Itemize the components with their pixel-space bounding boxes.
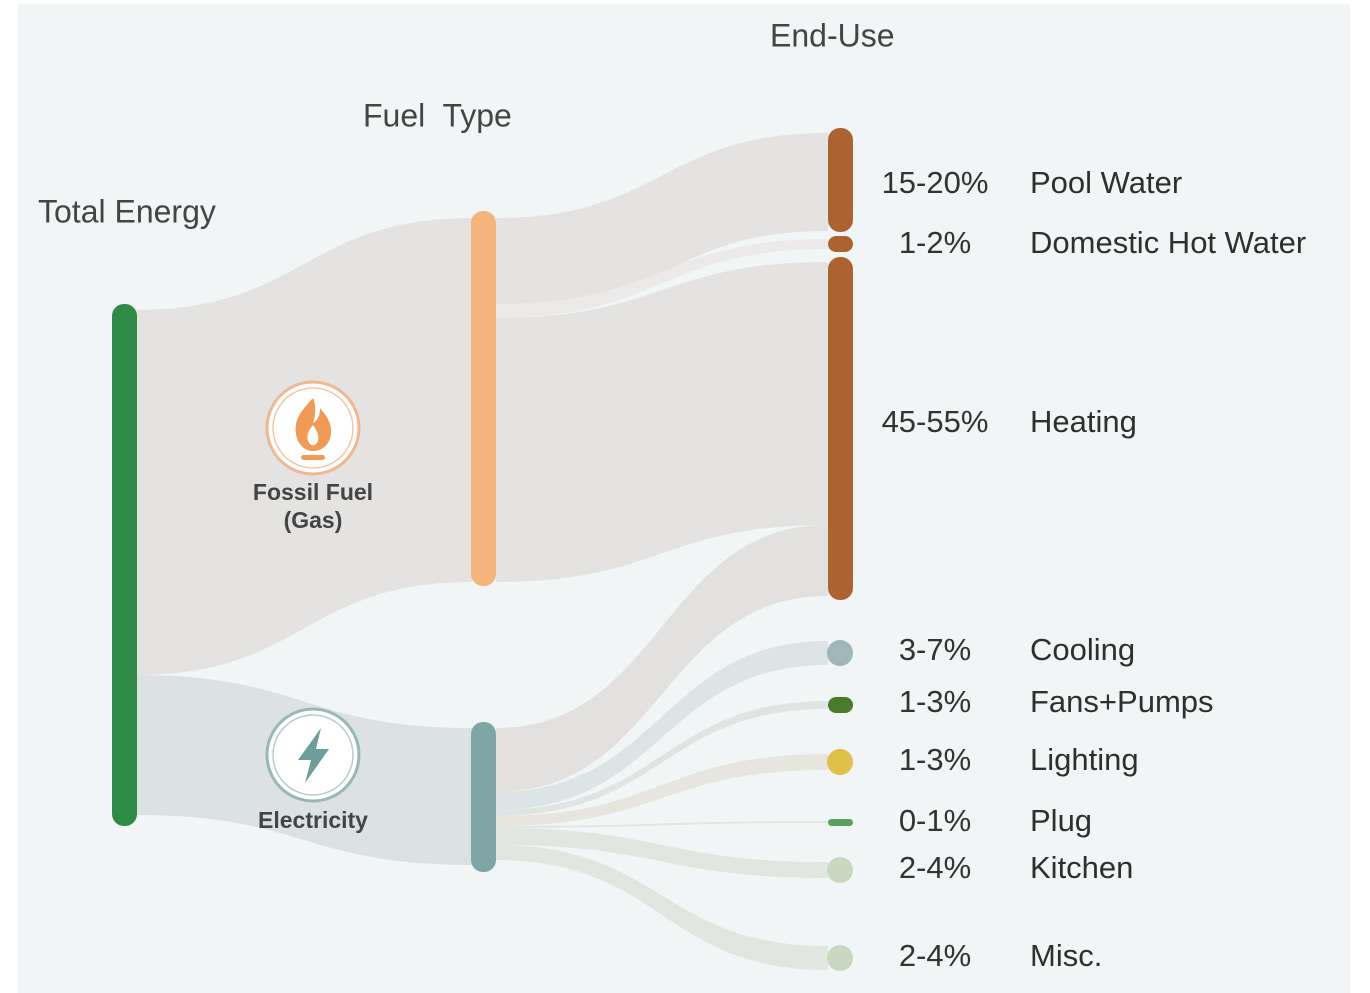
node-misc — [827, 945, 853, 971]
end-use-label: Plug — [1030, 803, 1092, 838]
end-use-label: Heating — [1030, 404, 1137, 439]
share-label: 45-55% — [882, 404, 989, 439]
link — [496, 641, 828, 810]
share-label: 15-20% — [882, 165, 989, 200]
nodes — [112, 128, 853, 971]
end-use-label: Lighting — [1030, 742, 1139, 777]
source-label: Electricity — [258, 807, 368, 833]
node-lighting — [827, 749, 853, 775]
source-label: (Gas) — [284, 507, 343, 533]
source-label: Fossil Fuel — [253, 479, 373, 505]
link — [496, 262, 828, 582]
share-label: 2-4% — [899, 850, 971, 885]
link — [496, 133, 828, 316]
end-use-label: Cooling — [1030, 632, 1135, 667]
link — [496, 821, 828, 828]
node-gas — [471, 211, 496, 586]
node-fans — [828, 697, 853, 713]
end-use-label: Misc. — [1030, 938, 1102, 973]
node-heating — [828, 257, 853, 600]
gas-icon — [265, 380, 361, 476]
column-header: End-Use — [770, 17, 895, 53]
node-pool — [828, 128, 853, 232]
end-use-label: Fans+Pumps — [1030, 684, 1214, 719]
share-label: 1-3% — [899, 742, 971, 777]
link — [496, 701, 828, 816]
end-use-label: Domestic Hot Water — [1030, 225, 1306, 260]
share-label: 3-7% — [899, 632, 971, 667]
share-label: 1-3% — [899, 684, 971, 719]
column-header: Total Energy — [38, 193, 216, 229]
end-use-label: Pool Water — [1030, 165, 1182, 200]
node-total — [112, 304, 137, 826]
end-use-labels: 15-20% Pool Water 1-2% Domestic Hot Water 45… — [882, 165, 1307, 973]
share-label: 0-1% — [899, 803, 971, 838]
node-dhw — [828, 236, 853, 252]
link — [496, 239, 828, 318]
end-use-label: Kitchen — [1030, 850, 1133, 885]
node-kitchen — [827, 857, 853, 883]
link — [496, 828, 828, 878]
link — [496, 754, 828, 826]
share-label: 1-2% — [899, 225, 971, 260]
column-header: Fuel Type — [363, 97, 512, 133]
link — [496, 845, 828, 970]
node-plug — [828, 819, 853, 826]
share-label: 2-4% — [899, 938, 971, 973]
node-cooling — [827, 640, 853, 666]
node-electricity — [471, 722, 496, 872]
electricity-icon — [265, 707, 361, 803]
link — [496, 525, 828, 792]
